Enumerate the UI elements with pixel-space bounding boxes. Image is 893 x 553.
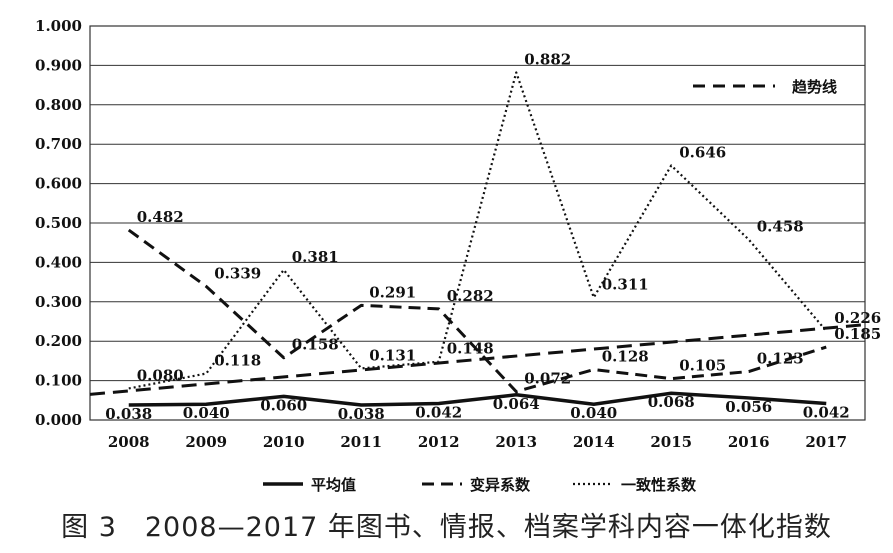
x-tick-label: 2009 — [185, 433, 227, 451]
y-tick-label: 0.000 — [35, 411, 82, 429]
data-label: 0.060 — [260, 396, 307, 414]
legend-label-2: 一致性系数 — [621, 476, 697, 494]
data-label: 0.282 — [447, 287, 494, 305]
series-lines — [89, 71, 866, 407]
y-axis: 0.000 0.100 0.200 0.300 0.400 0.500 0.600 0.700… — [35, 17, 82, 429]
y-tick-label: 0.600 — [35, 175, 82, 193]
data-label: 0.291 — [369, 283, 416, 301]
series-line-0 — [128, 391, 827, 407]
y-tick-label: 0.800 — [35, 96, 82, 114]
x-tick-label: 2016 — [728, 433, 770, 451]
data-label: 0.080 — [137, 366, 184, 384]
data-label: 0.131 — [369, 346, 416, 364]
series-line-2 — [128, 71, 828, 390]
trend-legend-label: 趋势线 — [792, 78, 837, 96]
x-tick-label: 2011 — [340, 433, 382, 451]
data-label: 0.311 — [602, 275, 649, 293]
data-label: 0.042 — [803, 403, 850, 421]
data-label: 0.038 — [338, 405, 385, 423]
trendline — [89, 323, 866, 396]
data-label: 0.882 — [524, 50, 571, 68]
y-tick-label: 0.900 — [35, 56, 82, 74]
data-label: 0.482 — [137, 208, 184, 226]
y-tick-label: 0.200 — [35, 332, 82, 350]
data-label: 0.381 — [292, 248, 339, 266]
legend-label-1: 变异系数 — [470, 476, 531, 494]
data-label: 0.158 — [292, 336, 339, 354]
y-tick-label: 0.400 — [35, 253, 82, 271]
data-label: 0.646 — [679, 143, 726, 161]
y-tick-label: 0.500 — [35, 214, 82, 232]
data-label: 0.185 — [834, 325, 881, 343]
legend: 平均值 变异系数 一致性系数 — [263, 476, 697, 494]
y-tick-label: 0.300 — [35, 293, 82, 311]
data-label: 0.105 — [679, 357, 726, 375]
data-label: 0.226 — [834, 309, 881, 327]
x-tick-label: 2017 — [805, 433, 847, 451]
data-label: 0.056 — [725, 398, 772, 416]
figure-caption: 图 3 2008—2017 年图书、情报、档案学科内容一体化指数 — [61, 512, 832, 543]
data-label: 0.040 — [570, 404, 617, 422]
data-label: 0.064 — [493, 395, 540, 413]
x-tick-label: 2010 — [263, 433, 305, 451]
gridlines — [90, 64, 865, 382]
data-label: 0.038 — [105, 405, 152, 423]
data-label: 0.148 — [447, 340, 494, 358]
data-labels: 0.038 0.040 0.060 0.038 0.042 0.064 0.040 0.068… — [105, 50, 881, 423]
y-tick-label: 0.100 — [35, 372, 82, 390]
legend-label-0: 平均值 — [311, 476, 356, 494]
x-tick-label: 2012 — [418, 433, 460, 451]
x-tick-label: 2008 — [108, 433, 150, 451]
y-tick-label: 0.700 — [35, 135, 82, 153]
data-label: 0.042 — [415, 403, 462, 421]
data-label: 0.072 — [524, 370, 571, 388]
x-tick-label: 2014 — [573, 433, 615, 451]
data-label: 0.458 — [757, 218, 804, 236]
x-tick-label: 2015 — [650, 433, 692, 451]
data-label: 0.123 — [757, 350, 804, 368]
x-tick-label: 2013 — [495, 433, 537, 451]
y-tick-label: 1.000 — [35, 17, 82, 35]
data-label: 0.118 — [214, 352, 261, 370]
chart: 0.000 0.100 0.200 0.300 0.400 0.500 0.600 0.700… — [35, 17, 881, 494]
data-label: 0.128 — [602, 348, 649, 366]
trend-legend: 趋势线 — [693, 78, 837, 96]
series-line-1 — [127, 228, 827, 394]
data-label: 0.068 — [648, 393, 695, 411]
data-label: 0.040 — [183, 404, 230, 422]
data-label: 0.339 — [214, 264, 261, 282]
x-axis: 2008 2009 2010 2011 2012 2013 2014 2015 2016 2017 — [108, 433, 847, 451]
